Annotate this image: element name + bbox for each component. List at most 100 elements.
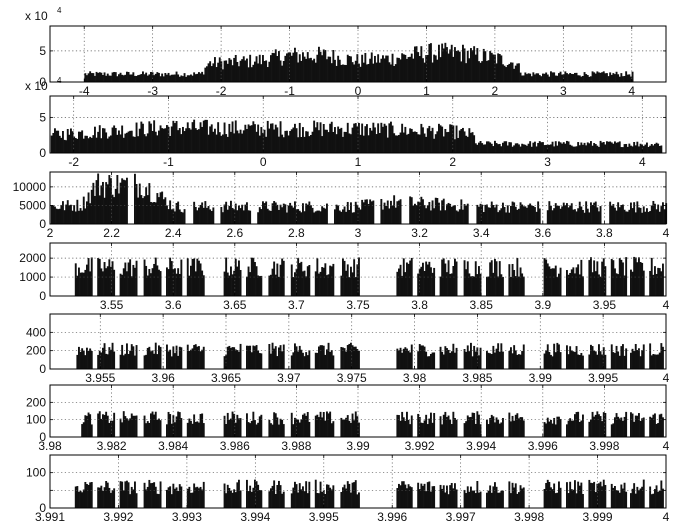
histogram-bar	[553, 483, 556, 508]
histogram-bar	[548, 351, 551, 369]
histogram-bar	[297, 351, 300, 369]
histogram-bar	[103, 487, 106, 508]
histogram-bar	[98, 125, 101, 153]
histogram-bar	[348, 56, 351, 82]
histogram-bar	[188, 486, 191, 508]
histogram-bar	[294, 272, 296, 296]
histogram-bar	[478, 206, 480, 224]
histogram-bar	[625, 411, 628, 437]
histogram-bar	[641, 212, 644, 224]
histogram-bar	[250, 491, 253, 508]
histogram-bar	[481, 61, 484, 82]
histogram-bar	[442, 485, 445, 508]
histogram-bar	[502, 351, 504, 369]
histogram-bar	[404, 347, 407, 369]
histogram-bar	[623, 144, 626, 153]
histogram-bar	[380, 122, 383, 153]
histogram-bar	[255, 56, 258, 82]
histogram-bar	[548, 421, 551, 437]
histogram-bar	[273, 412, 276, 437]
histogram-bar	[410, 257, 413, 296]
histogram-bar	[343, 348, 346, 369]
histogram-bar	[340, 275, 343, 296]
histogram-bar	[302, 486, 304, 508]
histogram-bar	[449, 419, 452, 437]
histogram-bar	[150, 413, 152, 437]
histogram-bar	[454, 258, 456, 296]
histogram-bar	[282, 344, 285, 369]
histogram-bar	[513, 487, 516, 508]
histogram-bar	[418, 56, 421, 82]
histogram-bar	[561, 74, 564, 82]
histogram-bar	[106, 266, 109, 296]
histogram-bar	[399, 132, 402, 153]
histogram-bar	[108, 75, 111, 82]
histogram-bar	[465, 421, 468, 437]
histogram-bar	[201, 270, 204, 296]
histogram-bar	[394, 135, 397, 153]
histogram-bar	[84, 355, 87, 369]
histogram-bar	[66, 129, 69, 153]
histogram-bar	[238, 133, 240, 153]
histogram-bar	[356, 264, 359, 296]
histogram-bar	[486, 141, 488, 153]
histogram-bar	[340, 347, 343, 369]
histogram-bar	[167, 209, 170, 224]
histogram-bar	[662, 346, 664, 369]
histogram-bar	[262, 201, 264, 224]
histogram-bar	[593, 143, 596, 153]
histogram-bar	[111, 261, 114, 296]
histogram-bar	[492, 146, 495, 153]
histogram-bar	[543, 145, 546, 153]
histogram-bar	[230, 347, 232, 369]
histogram-bar	[454, 47, 456, 82]
histogram-bar	[130, 486, 133, 508]
histogram-bar	[418, 416, 421, 437]
histogram-bar	[89, 482, 92, 508]
histogram-bar	[418, 489, 421, 508]
histogram-bar	[169, 414, 172, 437]
histogram-bar	[572, 489, 575, 508]
histogram-bar	[98, 487, 101, 508]
histogram-bar	[433, 412, 436, 437]
histogram-bar	[506, 65, 509, 82]
histogram-bar	[486, 60, 488, 82]
histogram-bar	[134, 415, 136, 437]
histogram-bar	[254, 346, 256, 369]
histogram-bar	[441, 424, 444, 437]
histogram-bar	[473, 490, 476, 508]
histogram-bar	[538, 208, 541, 224]
histogram-bar	[231, 121, 234, 153]
histogram-bar	[559, 487, 562, 508]
histogram-bar	[322, 345, 325, 369]
histogram-bar	[270, 123, 272, 153]
histogram-bar	[546, 263, 549, 296]
histogram-bar	[156, 72, 159, 82]
histogram-bar	[649, 270, 652, 296]
histogram-bar	[599, 276, 602, 296]
histogram-bar	[250, 257, 253, 296]
histogram-bar	[218, 132, 221, 153]
histogram-bar	[476, 347, 479, 369]
histogram-bar	[146, 486, 149, 508]
histogram-bar	[366, 199, 368, 224]
histogram-bar	[521, 143, 524, 153]
histogram-bar	[457, 50, 460, 82]
histogram-bar	[471, 276, 474, 296]
histogram-bar	[260, 414, 263, 437]
histogram-bar	[431, 352, 434, 369]
histogram-bar	[146, 75, 149, 82]
histogram-bar	[594, 271, 597, 296]
histogram-bar	[401, 53, 404, 82]
histogram-bar	[228, 123, 231, 153]
histogram-bar	[433, 267, 436, 296]
histogram-bar	[247, 210, 250, 224]
histogram-bar	[465, 205, 468, 224]
histogram-bar	[148, 74, 151, 82]
histogram-bar	[330, 489, 333, 508]
histogram-bar	[257, 484, 260, 508]
histogram-bar	[151, 482, 154, 508]
histogram-bar	[82, 489, 85, 508]
histogram-bar	[132, 72, 135, 82]
histogram-bar	[433, 138, 436, 153]
